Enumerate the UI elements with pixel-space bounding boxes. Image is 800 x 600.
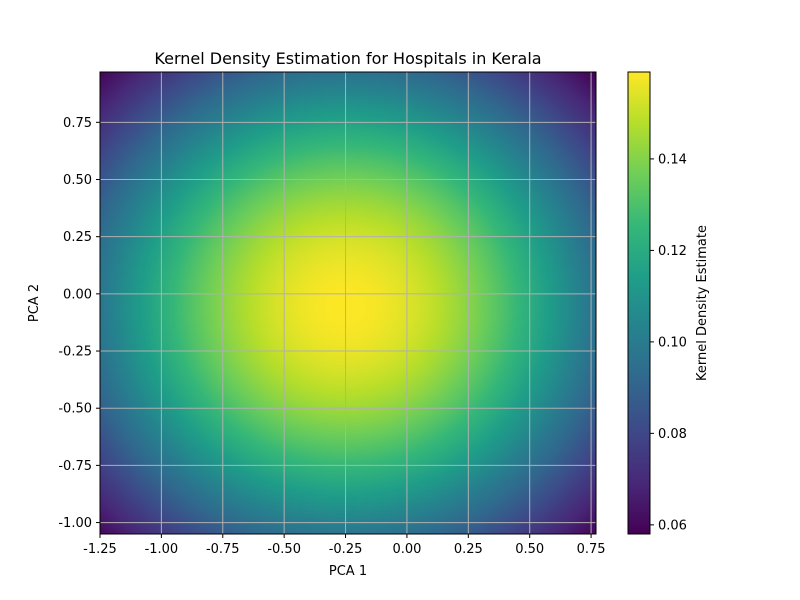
plot-area: -1.25 -1.00 -0.75 -0.50 -0.25 0.00 0.25 0.50 0.7… bbox=[58, 71, 606, 557]
x-tick-label: 0.25 bbox=[454, 542, 483, 557]
chart-title: Kernel Density Estimation for Hospitals … bbox=[154, 49, 541, 68]
y-tick-label: -0.50 bbox=[58, 402, 92, 417]
y-tick-label: -1.00 bbox=[58, 516, 92, 531]
x-tick-label: -1.00 bbox=[145, 542, 179, 557]
colorbar-tick-label: 0.06 bbox=[658, 518, 687, 533]
x-tick-label: 0.75 bbox=[577, 542, 606, 557]
x-tick-label: 0.00 bbox=[392, 542, 421, 557]
colorbar-gradient bbox=[628, 72, 650, 534]
x-tick-label: -0.75 bbox=[206, 542, 240, 557]
x-tick-label: -0.25 bbox=[329, 542, 363, 557]
x-tick-label: -0.50 bbox=[267, 542, 301, 557]
x-axis: -1.25 -1.00 -0.75 -0.50 -0.25 0.00 0.25 0.50 0.7… bbox=[83, 534, 606, 557]
x-axis-label: PCA 1 bbox=[329, 564, 367, 579]
colorbar-tick-label: 0.10 bbox=[658, 335, 687, 350]
y-tick-label: 0.50 bbox=[63, 173, 92, 188]
colorbar-tick-label: 0.12 bbox=[658, 244, 687, 259]
x-tick-label: -1.25 bbox=[83, 542, 117, 557]
y-axis-label: PCA 2 bbox=[27, 284, 42, 322]
y-tick-label: -0.75 bbox=[58, 459, 92, 474]
colorbar-tick-label: 0.14 bbox=[658, 152, 687, 167]
y-tick-label: 0.25 bbox=[63, 230, 92, 245]
y-tick-label: 0.75 bbox=[63, 116, 92, 131]
colorbar-label: Kernel Density Estimate bbox=[695, 225, 710, 381]
colorbar: 0.06 0.08 0.10 0.12 0.14 Kernel Density Esti… bbox=[627, 71, 710, 535]
x-tick-label: 0.50 bbox=[515, 542, 544, 557]
grid-lines bbox=[99, 72, 596, 534]
colorbar-frame bbox=[627, 71, 651, 535]
colorbar-ticks: 0.06 0.08 0.10 0.12 0.14 bbox=[650, 152, 687, 533]
y-axis: -1.00 -0.75 -0.50 -0.25 0.00 0.25 0.50 0.75 bbox=[58, 116, 100, 531]
y-tick-label: 0.00 bbox=[63, 287, 92, 302]
plot-frame bbox=[99, 71, 597, 535]
density-heatmap bbox=[100, 72, 596, 534]
y-tick-label: -0.25 bbox=[58, 345, 92, 360]
colorbar-tick-label: 0.08 bbox=[658, 427, 687, 442]
